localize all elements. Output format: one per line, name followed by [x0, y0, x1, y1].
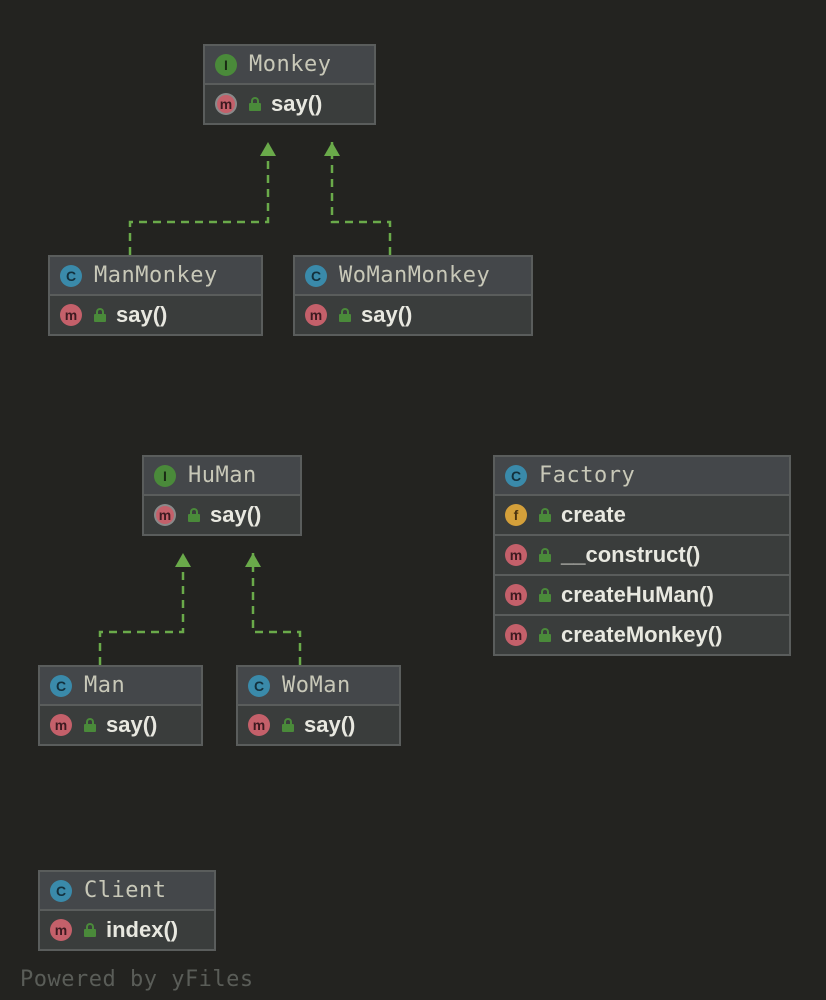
node-header: C Man	[40, 667, 201, 706]
node-title: Monkey	[249, 52, 331, 77]
lock-icon	[84, 718, 96, 732]
member-row: m createHuMan()	[495, 576, 789, 616]
class-icon: C	[505, 465, 527, 487]
class-icon: C	[248, 675, 270, 697]
member-label: createMonkey()	[561, 622, 722, 648]
member-row: m say()	[238, 706, 399, 744]
node-header: C ManMonkey	[50, 257, 261, 296]
lock-icon	[282, 718, 294, 732]
method-icon: m	[50, 919, 72, 941]
method-icon: m	[248, 714, 270, 736]
lock-icon	[539, 588, 551, 602]
node-title: Client	[84, 878, 166, 903]
node-header: I Monkey	[205, 46, 374, 85]
member-row: m createMonkey()	[495, 616, 789, 654]
node-woman[interactable]: C WoMan m say()	[236, 665, 401, 746]
member-label: create	[561, 502, 626, 528]
node-header: C Factory	[495, 457, 789, 496]
field-icon: f	[505, 504, 527, 526]
lock-icon	[339, 308, 351, 322]
node-factory[interactable]: C Factory f create m __construct() m cre…	[493, 455, 791, 656]
member-label: index()	[106, 917, 178, 943]
class-icon: C	[50, 880, 72, 902]
member-label: say()	[361, 302, 412, 328]
class-icon: C	[50, 675, 72, 697]
node-title: Factory	[539, 463, 635, 488]
lock-icon	[188, 508, 200, 522]
member-label: say()	[116, 302, 167, 328]
node-title: HuMan	[188, 463, 257, 488]
method-icon: m	[305, 304, 327, 326]
node-title: WoManMonkey	[339, 263, 490, 288]
member-row: m say()	[50, 296, 261, 334]
lock-icon	[539, 628, 551, 642]
member-label: createHuMan()	[561, 582, 714, 608]
node-manmonkey[interactable]: C ManMonkey m say()	[48, 255, 263, 336]
class-icon: C	[305, 265, 327, 287]
member-label: say()	[271, 91, 322, 117]
member-label: say()	[210, 502, 261, 528]
node-monkey[interactable]: I Monkey m say()	[203, 44, 376, 125]
member-row: m __construct()	[495, 536, 789, 576]
lock-icon	[249, 97, 261, 111]
watermark: Powered by yFiles	[20, 967, 254, 992]
member-label: say()	[106, 712, 157, 738]
member-row: m index()	[40, 911, 214, 949]
method-icon: m	[50, 714, 72, 736]
method-icon: m	[154, 504, 176, 526]
node-header: C WoManMonkey	[295, 257, 531, 296]
node-title: ManMonkey	[94, 263, 218, 288]
node-client[interactable]: C Client m index()	[38, 870, 216, 951]
member-row: f create	[495, 496, 789, 536]
node-header: C Client	[40, 872, 214, 911]
method-icon: m	[505, 584, 527, 606]
member-label: __construct()	[561, 542, 700, 568]
diagram-canvas: I Monkey m say() C ManMonkey m say() C W…	[0, 0, 826, 1000]
method-icon: m	[215, 93, 237, 115]
member-row: m say()	[40, 706, 201, 744]
node-womanmonkey[interactable]: C WoManMonkey m say()	[293, 255, 533, 336]
interface-icon: I	[154, 465, 176, 487]
node-title: WoMan	[282, 673, 351, 698]
node-title: Man	[84, 673, 125, 698]
node-human[interactable]: I HuMan m say()	[142, 455, 302, 536]
member-row: m say()	[205, 85, 374, 123]
lock-icon	[84, 923, 96, 937]
lock-icon	[94, 308, 106, 322]
lock-icon	[539, 548, 551, 562]
node-man[interactable]: C Man m say()	[38, 665, 203, 746]
member-label: say()	[304, 712, 355, 738]
method-icon: m	[505, 544, 527, 566]
member-row: m say()	[144, 496, 300, 534]
interface-icon: I	[215, 54, 237, 76]
node-header: C WoMan	[238, 667, 399, 706]
lock-icon	[539, 508, 551, 522]
method-icon: m	[60, 304, 82, 326]
class-icon: C	[60, 265, 82, 287]
method-icon: m	[505, 624, 527, 646]
node-header: I HuMan	[144, 457, 300, 496]
member-row: m say()	[295, 296, 531, 334]
